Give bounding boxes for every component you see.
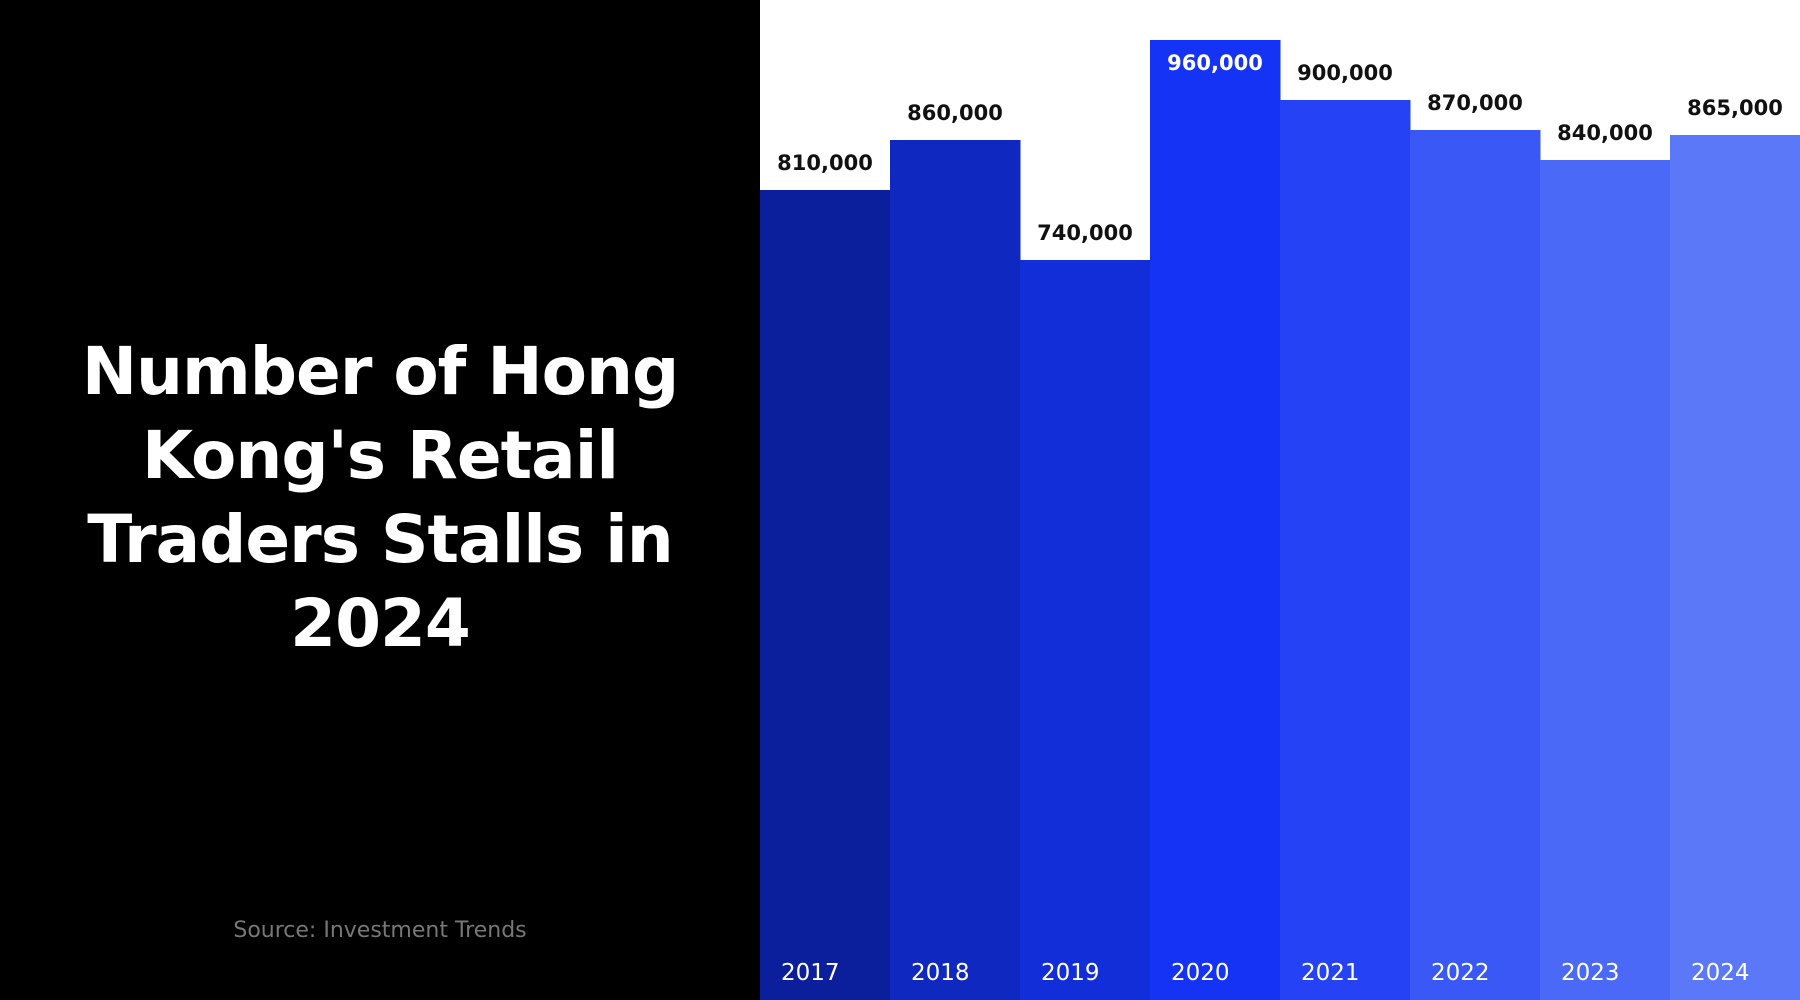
x-tick-label-2021: 2021 [1301,960,1360,986]
value-label-2022: 870,000 [1427,91,1523,115]
bar-chart-svg: 810,000 860,000 740,000 960,000 900,000 870,0… [760,40,1800,1000]
x-tick-labels-group: 2017 2018 2019 2020 2021 2022 2023 2024 [781,960,1750,986]
bar-2024 [1670,135,1800,1000]
x-tick-label-2023: 2023 [1561,960,1620,986]
x-tick-label-2020: 2020 [1171,960,1230,986]
value-label-2024: 865,000 [1687,96,1783,120]
bar-2023 [1540,160,1671,1000]
bars-group [760,40,1800,1000]
x-tick-label-2019: 2019 [1041,960,1100,986]
bar-2019 [1020,260,1151,1000]
value-labels-group: 810,000 860,000 740,000 960,000 900,000 870,0… [777,51,1783,245]
source-note: Source: Investment Trends [233,918,527,943]
bar-2022 [1410,130,1541,1000]
value-label-2017: 810,000 [777,151,873,175]
bar-2018 [890,140,1021,1000]
bar-2020 [1150,40,1281,1000]
x-tick-label-2017: 2017 [781,960,840,986]
bar-chart: 810,000 860,000 740,000 960,000 900,000 870,0… [760,0,1800,1000]
value-label-2018: 860,000 [907,101,1003,125]
value-label-2021: 900,000 [1297,61,1393,85]
chart-title: Number of Hong Kong's Retail Traders Sta… [81,333,679,662]
value-label-2023: 840,000 [1557,121,1653,145]
bar-2017 [760,190,891,1000]
x-tick-label-2022: 2022 [1431,960,1490,986]
x-tick-label-2018: 2018 [911,960,970,986]
title-panel: Number of Hong Kong's Retail Traders Sta… [0,0,760,1000]
value-label-2019: 740,000 [1037,221,1133,245]
x-tick-label-2024: 2024 [1691,960,1750,986]
bar-2021 [1280,100,1411,1000]
value-label-2020: 960,000 [1167,51,1263,75]
